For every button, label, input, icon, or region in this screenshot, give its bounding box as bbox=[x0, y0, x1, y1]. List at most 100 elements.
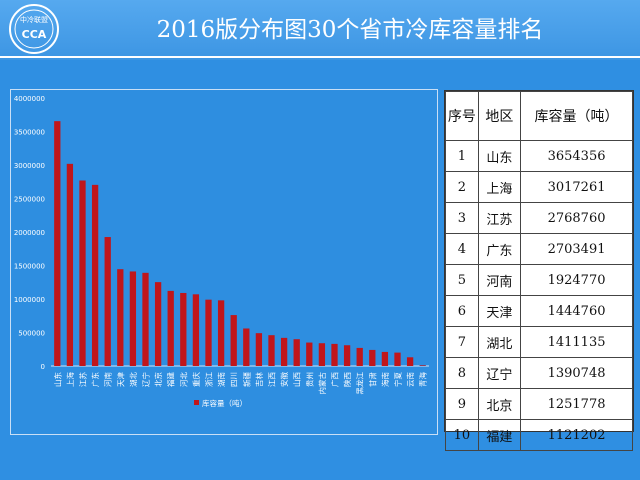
x-tick-label: 辽宁 bbox=[141, 372, 151, 387]
x-tick-label: 云南 bbox=[405, 372, 415, 387]
bar bbox=[306, 342, 313, 366]
table-row: 10 福建 1121202 bbox=[445, 419, 633, 451]
capacity-cell: 3654356 bbox=[520, 140, 633, 172]
region-cell: 北京 bbox=[477, 388, 522, 420]
x-tick-label: 黑龙江 bbox=[355, 372, 365, 395]
table-row: 3 江苏 2768760 bbox=[445, 202, 633, 234]
table-row: 8 辽宁 1390748 bbox=[445, 357, 633, 389]
bar bbox=[79, 180, 86, 366]
x-tick-label: 广西 bbox=[330, 372, 340, 387]
bar bbox=[419, 365, 426, 366]
region-cell: 山东 bbox=[477, 140, 522, 172]
capacity-cell: 1411135 bbox=[520, 326, 633, 358]
y-tick-label: 1500000 bbox=[14, 263, 45, 271]
bar bbox=[381, 351, 389, 366]
y-tick-label: 2500000 bbox=[14, 196, 45, 204]
table-row: 7 湖北 1411135 bbox=[445, 326, 633, 358]
region-cell: 江苏 bbox=[477, 202, 522, 234]
bar bbox=[129, 271, 137, 366]
legend: 库容量（吨） bbox=[194, 398, 247, 408]
x-tick-label: 北京 bbox=[153, 372, 163, 387]
rank-cell: 2 bbox=[445, 171, 479, 203]
rank-cell: 7 bbox=[445, 326, 479, 358]
bar bbox=[369, 349, 376, 366]
rank-cell: 9 bbox=[445, 388, 479, 420]
capacity-cell: 3017261 bbox=[520, 171, 633, 203]
capacity-cell: 1924770 bbox=[520, 264, 633, 296]
x-tick-label: 福建 bbox=[166, 372, 176, 387]
rank-cell: 10 bbox=[445, 419, 479, 451]
bar bbox=[192, 294, 200, 366]
bar bbox=[154, 282, 162, 366]
bar bbox=[343, 345, 351, 366]
x-tick-label: 广东 bbox=[90, 372, 100, 387]
bar bbox=[318, 343, 326, 366]
ranking-table: 序号 地区 库容量（吨） 1 山东 3654356 2 上海 3017261 3 江苏 2768… bbox=[445, 91, 633, 451]
region-cell: 湖北 bbox=[477, 326, 522, 358]
bar-chart: 0 500000 1000000 1500000 2000000 2500000 30000… bbox=[14, 95, 429, 408]
x-tick-label: 重庆 bbox=[191, 372, 201, 387]
table-row: 4 广东 2703491 bbox=[445, 233, 633, 265]
y-axis: 0 500000 1000000 1500000 2000000 2500000 30000… bbox=[14, 95, 429, 371]
y-tick-label: 500000 bbox=[18, 330, 45, 338]
logo-text: 中冷联盟 bbox=[20, 15, 48, 24]
header-region: 地区 bbox=[477, 91, 522, 141]
bar bbox=[356, 347, 363, 366]
y-tick-label: 0 bbox=[41, 363, 45, 371]
bar bbox=[243, 328, 250, 366]
region-cell: 天津 bbox=[477, 295, 522, 327]
region-cell: 上海 bbox=[477, 171, 522, 203]
x-tick-label: 海南 bbox=[380, 372, 390, 387]
bar bbox=[142, 272, 149, 366]
x-tick-label: 江苏 bbox=[78, 372, 88, 387]
bar bbox=[104, 237, 111, 366]
bar bbox=[268, 335, 275, 366]
capacity-cell: 2703491 bbox=[520, 233, 633, 265]
x-tick-label: 四川 bbox=[230, 372, 239, 387]
y-tick-label: 1000000 bbox=[14, 296, 45, 304]
table-row: 1 山东 3654356 bbox=[445, 140, 633, 172]
header-rank: 序号 bbox=[445, 91, 479, 141]
alliance-logo: 中冷联盟 CCA bbox=[9, 4, 59, 54]
bar bbox=[180, 292, 187, 366]
table-row: 9 北京 1251778 bbox=[445, 388, 633, 420]
x-tick-label: 浙江 bbox=[204, 372, 214, 387]
bar bbox=[394, 352, 401, 366]
capacity-cell: 1251778 bbox=[520, 388, 633, 420]
x-tick-label: 山西 bbox=[292, 372, 302, 387]
x-tick-label: 贵州 bbox=[304, 372, 314, 387]
x-tick-label: 河北 bbox=[179, 372, 188, 387]
bar bbox=[91, 184, 99, 366]
y-tick-label: 3000000 bbox=[14, 162, 45, 170]
bar bbox=[167, 290, 174, 366]
rank-cell: 8 bbox=[445, 357, 479, 389]
logo-mark: CCA bbox=[22, 28, 47, 41]
x-tick-label: 甘肃 bbox=[367, 372, 377, 387]
rank-cell: 6 bbox=[445, 295, 479, 327]
region-cell: 辽宁 bbox=[477, 357, 522, 389]
x-tick-label: 江西 bbox=[268, 372, 277, 387]
x-tick-label: 青海 bbox=[418, 372, 428, 387]
x-tick-label: 河南 bbox=[103, 372, 113, 387]
x-tick-label: 陕西 bbox=[342, 372, 352, 387]
x-tick-label: 山东 bbox=[52, 372, 62, 387]
x-tick-label: 湖北 bbox=[129, 372, 138, 387]
x-tick-label: 新疆 bbox=[241, 372, 251, 387]
region-cell: 福建 bbox=[477, 419, 522, 451]
capacity-cell: 1121202 bbox=[520, 419, 633, 451]
table-row: 2 上海 3017261 bbox=[445, 171, 633, 203]
bar bbox=[293, 339, 300, 366]
region-cell: 广东 bbox=[477, 233, 522, 265]
capacity-cell: 1444760 bbox=[520, 295, 633, 327]
title-divider bbox=[0, 56, 640, 58]
x-axis-labels: 山东 上海 江苏 广东 河南 天津 湖北 辽宁 北京 福建 河北 重庆 浙江 湖南 四川 新疆 吉林 江西 安徽 山西… bbox=[52, 372, 427, 395]
rank-cell: 5 bbox=[445, 264, 479, 296]
x-tick-label: 上海 bbox=[65, 372, 75, 387]
legend-swatch bbox=[194, 400, 199, 405]
bars bbox=[54, 121, 426, 367]
x-tick-label: 宁夏 bbox=[393, 372, 403, 387]
x-tick-label: 湖南 bbox=[216, 372, 226, 387]
bar bbox=[230, 315, 237, 366]
rank-cell: 1 bbox=[445, 140, 479, 172]
bar bbox=[117, 269, 124, 366]
